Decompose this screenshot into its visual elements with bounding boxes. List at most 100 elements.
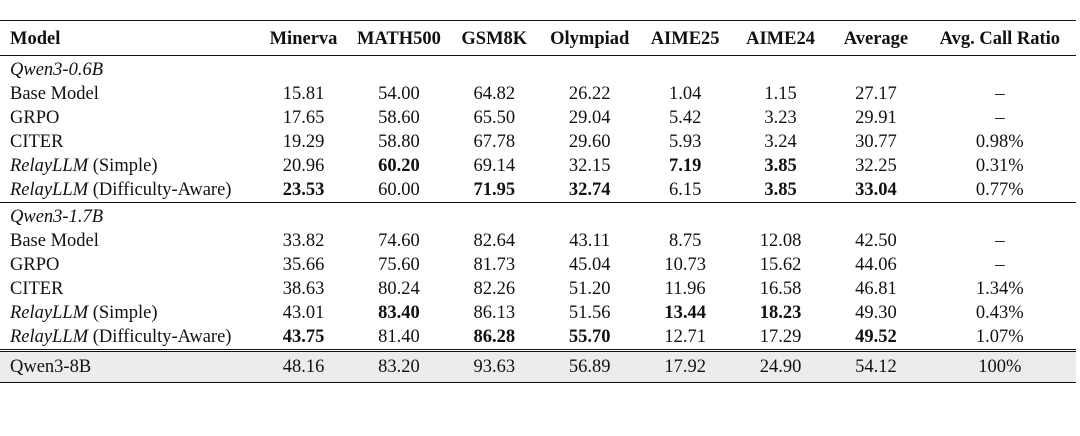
header-average: Average: [843, 29, 909, 49]
model-name: CITER: [10, 132, 64, 152]
cell-aime25: 6.15: [668, 180, 702, 200]
group-header-row: Qwen3-0.6B: [0, 55, 1076, 83]
cell-math500: 83.40: [378, 303, 420, 323]
cell-gsm8k: 81.73: [473, 255, 516, 275]
cell-minerva: 23.53: [282, 180, 325, 200]
cell-minerva: 38.63: [282, 279, 325, 299]
cell-olympiad: 32.74: [568, 180, 611, 200]
cell-minerva: 20.96: [282, 156, 325, 176]
group-title: Qwen3-1.7B: [10, 207, 103, 227]
model-name-italic: RelayLLM: [10, 180, 89, 200]
reference-cell-avg-call-ratio: 100%: [923, 350, 1076, 383]
header-aime24: AIME24: [746, 29, 815, 49]
cell-minerva: 43.01: [282, 303, 325, 323]
cell-olympiad: 55.70: [568, 327, 611, 347]
model-name-cell: GRPO: [0, 106, 256, 130]
header-gsm8k: GSM8K: [461, 29, 528, 49]
cell-avg-call-ratio: 0.98%: [975, 132, 1024, 152]
cell-aime24: 15.62: [759, 255, 802, 275]
cell-avg-call-ratio: –: [995, 84, 1005, 104]
model-name-cell: Base Model: [0, 229, 256, 253]
table-row: RelayLLM (Difficulty-Aware) 23.53 60.00 71.…: [0, 178, 1076, 203]
cell-avg-call-ratio: –: [995, 108, 1005, 128]
cell-math500: 80.24: [378, 279, 420, 299]
cell-aime25: 5.93: [668, 132, 702, 152]
cell-avg-call-ratio: 1.07%: [975, 327, 1024, 347]
table-row: Base Model 33.82 74.60 82.64 43.11 8.75 12.08 4…: [0, 229, 1076, 253]
cell-olympiad: 29.04: [568, 108, 611, 128]
cell-avg-call-ratio: 0.77%: [975, 180, 1024, 200]
model-name-cell: RelayLLM (Simple): [0, 301, 256, 325]
cell-minerva: 19.29: [282, 132, 325, 152]
cell-olympiad: 51.20: [568, 279, 611, 299]
header-math500: MATH500: [356, 29, 441, 49]
cell-average: 46.81: [855, 279, 897, 299]
cell-average: 27.17: [855, 84, 897, 104]
cell-gsm8k: 71.95: [473, 180, 516, 200]
header-avg-call-ratio: Avg. Call Ratio: [939, 29, 1061, 49]
cell-math500: 58.60: [378, 108, 420, 128]
cell-aime24: 1.15: [764, 84, 797, 104]
cell-aime25: 10.73: [664, 255, 706, 275]
reference-cell-math500: 83.20: [351, 350, 447, 383]
cell-average: 49.30: [855, 303, 897, 323]
cell-average: 44.06: [855, 255, 897, 275]
header-olympiad: Olympiad: [550, 29, 630, 49]
cell-average: 29.91: [855, 108, 897, 128]
cell-minerva: 33.82: [282, 231, 325, 251]
cell-gsm8k: 82.26: [473, 279, 516, 299]
group-header-row: Qwen3-1.7B: [0, 202, 1076, 230]
cell-avg-call-ratio: –: [995, 255, 1005, 275]
cell-gsm8k: 67.78: [473, 132, 516, 152]
cell-olympiad: 43.11: [569, 231, 611, 251]
cell-olympiad: 51.56: [568, 303, 611, 323]
group-title: Qwen3-0.6B: [10, 60, 103, 80]
cell-gsm8k: 65.50: [473, 108, 516, 128]
cell-math500: 60.20: [378, 156, 420, 176]
cell-aime25: 12.71: [664, 327, 706, 347]
model-name: CITER: [10, 279, 64, 299]
cell-aime25: 5.42: [668, 108, 702, 128]
table-row: RelayLLM (Simple) 20.96 60.20 69.14 32.15 7.1…: [0, 154, 1076, 178]
table-row: GRPO 35.66 75.60 81.73 45.04 10.73 15.62 44.06 –: [0, 253, 1076, 277]
model-name-variant: (Simple): [88, 156, 158, 176]
cell-olympiad: 32.15: [568, 156, 611, 176]
cell-avg-call-ratio: 0.31%: [975, 156, 1024, 176]
cell-aime24: 18.23: [759, 303, 802, 323]
cell-aime24: 3.23: [764, 108, 797, 128]
cell-aime24: 17.29: [759, 327, 802, 347]
cell-math500: 60.00: [378, 180, 420, 200]
cell-math500: 81.40: [378, 327, 420, 347]
cell-aime24: 16.58: [759, 279, 802, 299]
cell-aime25: 1.04: [668, 84, 702, 104]
cell-aime24: 3.24: [764, 132, 797, 152]
model-name-cell: RelayLLM (Difficulty-Aware): [0, 325, 256, 351]
model-name-cell: GRPO: [0, 253, 256, 277]
reference-cell-average: 54.12: [828, 350, 924, 383]
cell-average: 49.52: [855, 327, 897, 347]
table-row: RelayLLM (Simple) 43.01 83.40 86.13 51.56 13.…: [0, 301, 1076, 325]
cell-minerva: 43.75: [282, 327, 325, 347]
reference-cell-olympiad: 56.89: [542, 350, 638, 383]
reference-cell-minerva: 48.16: [255, 350, 352, 383]
cell-aime24: 3.85: [764, 156, 797, 176]
cell-math500: 75.60: [378, 255, 420, 275]
cell-gsm8k: 82.64: [473, 231, 516, 251]
cell-aime24: 12.08: [759, 231, 802, 251]
model-name-cell: RelayLLM (Simple): [0, 154, 256, 178]
model-name: Base Model: [10, 84, 99, 104]
cell-gsm8k: 69.14: [473, 156, 516, 176]
cell-math500: 58.80: [378, 132, 420, 152]
header-row: Model Minerva MATH500 GSM8K Olympiad AIM…: [0, 20, 1076, 56]
cell-math500: 74.60: [378, 231, 420, 251]
cell-olympiad: 26.22: [568, 84, 611, 104]
cell-aime25: 8.75: [668, 231, 702, 251]
model-name-cell: Base Model: [0, 82, 256, 106]
reference-row: Qwen3-8B 48.16 83.20 93.63 56.89 17.92 24.90 54…: [0, 350, 1076, 383]
cell-avg-call-ratio: 0.43%: [975, 303, 1024, 323]
results-table: Model Minerva MATH500 GSM8K Olympiad AIM…: [0, 20, 1076, 383]
cell-average: 42.50: [855, 231, 897, 251]
reference-cell-aime25: 17.92: [637, 350, 733, 383]
cell-avg-call-ratio: –: [995, 231, 1005, 251]
cell-aime24: 3.85: [764, 180, 797, 200]
